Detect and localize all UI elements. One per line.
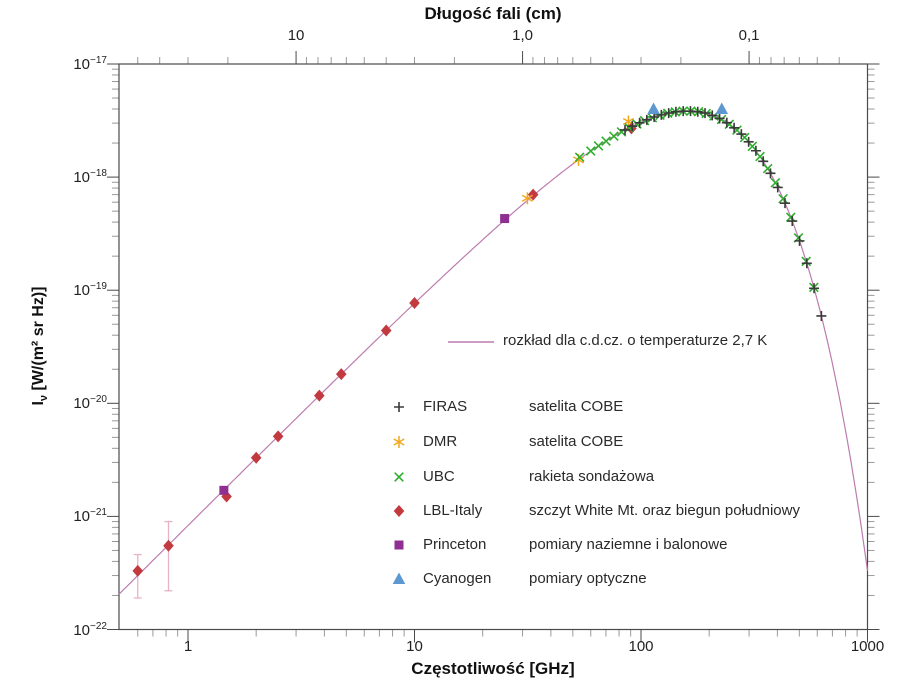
legend-label: LBL-Italy [423,502,483,519]
plot-frame [118,63,869,631]
x-tick-label: 100 [628,638,654,655]
top-axis-title: Długość fali (cm) [424,4,562,23]
top-tick-label: 1,0 [512,27,533,44]
series-lbl-italy [132,122,637,577]
series-ubc [574,106,819,293]
top-tick-label: 10 [287,27,305,44]
y-tick-label: 10−22 [73,620,107,639]
diamond-marker-icon [393,505,405,517]
legend-desc: pomiary optyczne [529,570,647,587]
y-tick-label: 10−18 [73,168,107,187]
legend-label: FIRAS [423,398,468,415]
y-tick-label: 10−21 [73,507,107,526]
blackbody-line-swatch-icon [448,341,494,343]
legend-desc: satelita COBE [529,433,624,450]
cross-marker-icon [394,472,404,482]
y-axis-title: Iν [W/(m² sr Hz)] [30,196,52,496]
axis-ticks [107,51,880,643]
series-cyanogen [647,102,729,115]
error-bar [164,520,173,592]
triangle-marker-icon [392,572,406,584]
square-marker-icon [394,540,404,550]
legend-desc: rakieta sondażowa [529,468,655,485]
top-tick-label: 0,1 [738,27,760,44]
bottom-axis-title: Częstotliwość [GHz] [411,659,575,678]
legend-label: UBC [423,468,455,485]
legend-desc: szczyt White Mt. oraz biegun południowy [529,502,800,519]
x-tick-label: 1000 [850,638,885,655]
y-axis-title-units: [W/(m² sr Hz)] [30,286,47,395]
legend-label: Cyanogen [423,570,492,587]
legend-label: Princeton [423,536,487,553]
series-firas [620,106,827,321]
legend-curve-label: rozkład dla c.d.cz. o temperaturze 2,7 K [503,332,768,349]
y-tick-label: 10−17 [73,55,107,73]
x-tick-label: 10 [406,638,423,655]
x-tick-label: 1 [183,638,193,655]
legend-desc: satelita COBE [529,398,624,415]
y-tick-label: 10−19 [73,281,107,300]
y-axis-title-symbol: I [30,401,47,406]
y-tick-label: 10−20 [73,394,107,413]
legend-label: DMR [423,433,458,450]
series-princeton [219,214,510,495]
legend-desc: pomiary naziemne i balonowe [529,536,728,553]
star-marker-icon [393,436,405,448]
plus-marker-icon [394,402,404,412]
